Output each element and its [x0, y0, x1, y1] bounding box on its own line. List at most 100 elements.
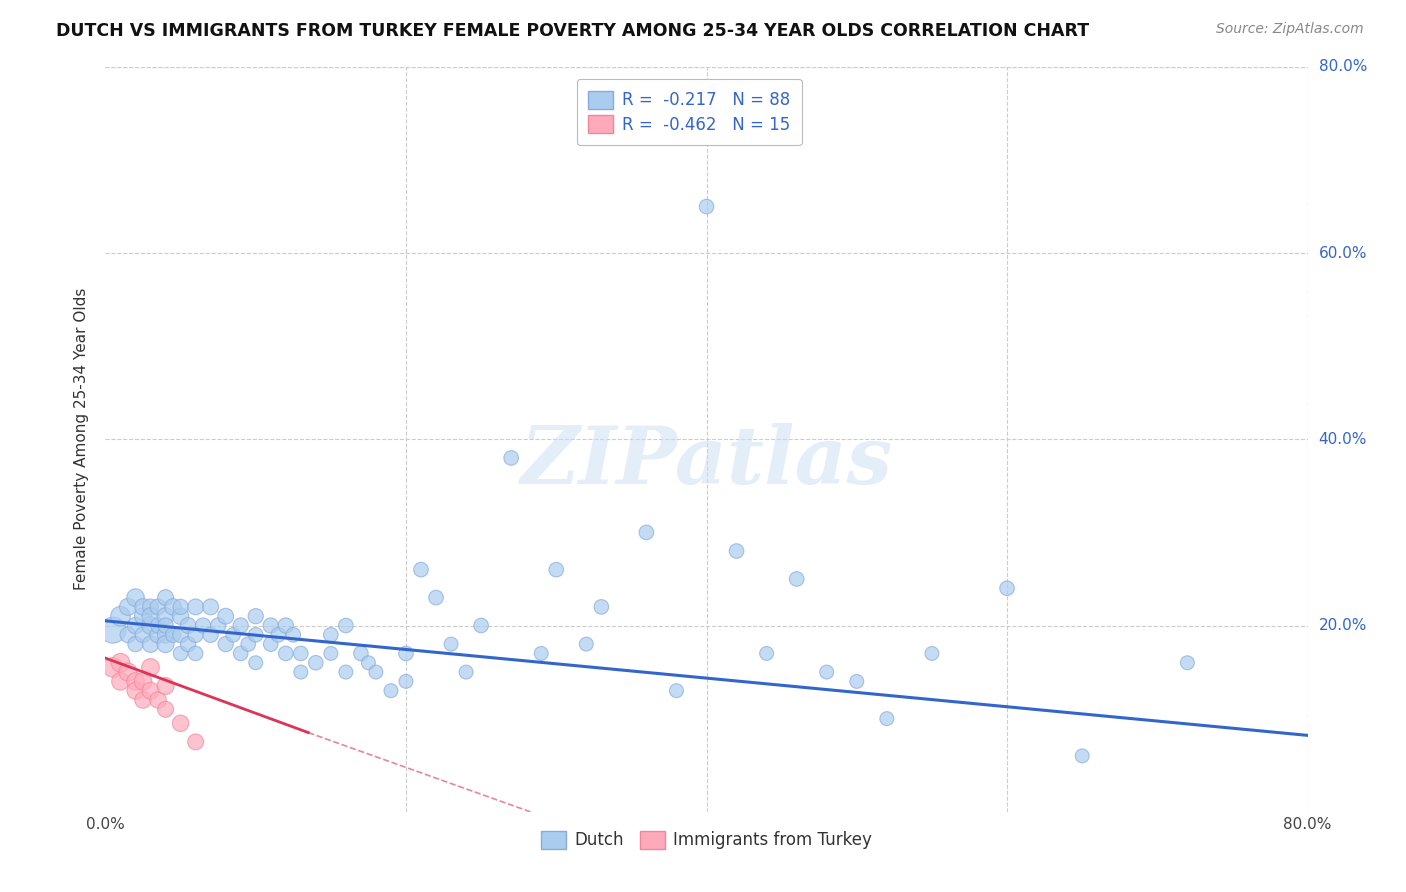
Point: [815, 665, 838, 679]
Point: [546, 563, 568, 577]
Point: [786, 572, 808, 586]
Point: [184, 628, 207, 642]
Point: [139, 618, 162, 632]
Point: [380, 683, 402, 698]
Point: [146, 599, 169, 614]
Point: [132, 599, 155, 614]
Legend: Dutch, Immigrants from Turkey: Dutch, Immigrants from Turkey: [530, 821, 883, 859]
Point: [665, 683, 688, 698]
Point: [169, 628, 191, 642]
Point: [191, 618, 214, 632]
Point: [155, 679, 177, 693]
Point: [290, 665, 312, 679]
Point: [177, 618, 200, 632]
Point: [124, 683, 146, 698]
Point: [696, 200, 718, 214]
Point: [470, 618, 492, 632]
Point: [155, 637, 177, 651]
Point: [132, 628, 155, 642]
Point: [146, 693, 169, 707]
Point: [229, 647, 252, 661]
Point: [214, 609, 236, 624]
Point: [335, 665, 357, 679]
Point: [260, 637, 283, 651]
Point: [139, 637, 162, 651]
Point: [139, 599, 162, 614]
Point: [200, 628, 222, 642]
Point: [440, 637, 463, 651]
Point: [454, 665, 477, 679]
Point: [1071, 748, 1094, 763]
Point: [245, 628, 267, 642]
Point: [501, 450, 523, 465]
Point: [274, 618, 297, 632]
Point: [117, 599, 139, 614]
Point: [155, 618, 177, 632]
Point: [409, 563, 432, 577]
Text: 80.0%: 80.0%: [1319, 60, 1367, 74]
Point: [575, 637, 598, 651]
Point: [305, 656, 328, 670]
Point: [184, 599, 207, 614]
Point: [364, 665, 387, 679]
Text: Source: ZipAtlas.com: Source: ZipAtlas.com: [1216, 22, 1364, 37]
Point: [169, 609, 191, 624]
Point: [139, 609, 162, 624]
Point: [155, 702, 177, 716]
Point: [876, 712, 898, 726]
Point: [169, 647, 191, 661]
Point: [636, 525, 658, 540]
Point: [184, 735, 207, 749]
Point: [124, 618, 146, 632]
Text: DUTCH VS IMMIGRANTS FROM TURKEY FEMALE POVERTY AMONG 25-34 YEAR OLDS CORRELATION: DUTCH VS IMMIGRANTS FROM TURKEY FEMALE P…: [56, 22, 1090, 40]
Y-axis label: Female Poverty Among 25-34 Year Olds: Female Poverty Among 25-34 Year Olds: [75, 288, 90, 591]
Point: [110, 656, 132, 670]
Point: [124, 591, 146, 605]
Point: [755, 647, 778, 661]
Point: [101, 660, 124, 674]
Point: [117, 665, 139, 679]
Point: [139, 660, 162, 674]
Point: [350, 647, 373, 661]
Point: [155, 591, 177, 605]
Point: [155, 609, 177, 624]
Point: [357, 656, 380, 670]
Point: [319, 628, 342, 642]
Point: [214, 637, 236, 651]
Point: [290, 647, 312, 661]
Text: 20.0%: 20.0%: [1319, 618, 1367, 633]
Point: [124, 637, 146, 651]
Text: 60.0%: 60.0%: [1319, 245, 1367, 260]
Point: [222, 628, 245, 642]
Point: [395, 674, 418, 689]
Point: [921, 647, 943, 661]
Point: [591, 599, 613, 614]
Point: [184, 647, 207, 661]
Point: [283, 628, 305, 642]
Point: [146, 618, 169, 632]
Point: [229, 618, 252, 632]
Point: [845, 674, 868, 689]
Text: ZIPatlas: ZIPatlas: [520, 423, 893, 500]
Point: [207, 618, 229, 632]
Point: [139, 683, 162, 698]
Point: [395, 647, 418, 661]
Point: [132, 674, 155, 689]
Point: [155, 628, 177, 642]
Point: [319, 647, 342, 661]
Point: [530, 647, 553, 661]
Text: 40.0%: 40.0%: [1319, 432, 1367, 447]
Point: [110, 674, 132, 689]
Point: [1175, 656, 1198, 670]
Point: [124, 674, 146, 689]
Point: [162, 628, 184, 642]
Point: [245, 609, 267, 624]
Point: [274, 647, 297, 661]
Point: [995, 582, 1018, 596]
Point: [132, 693, 155, 707]
Point: [146, 628, 169, 642]
Point: [260, 618, 283, 632]
Point: [132, 609, 155, 624]
Point: [177, 637, 200, 651]
Point: [425, 591, 447, 605]
